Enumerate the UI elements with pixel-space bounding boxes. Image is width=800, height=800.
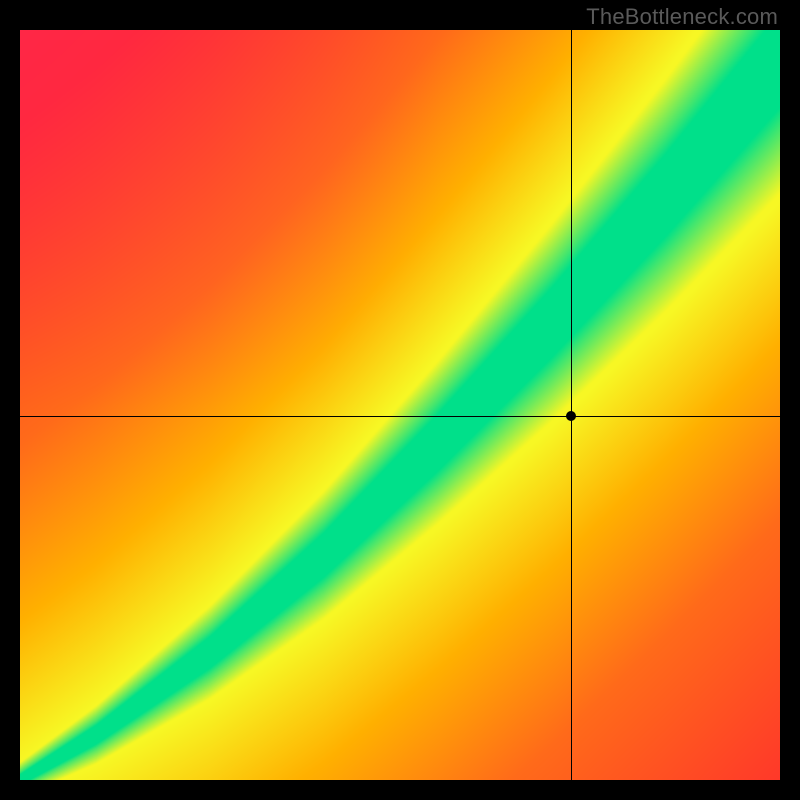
heatmap-canvas: [20, 30, 780, 780]
crosshair-vertical: [571, 30, 572, 780]
heatmap-plot-area: [20, 30, 780, 780]
chart-container: TheBottleneck.com: [0, 0, 800, 800]
watermark-text: TheBottleneck.com: [586, 4, 778, 30]
crosshair-horizontal: [20, 416, 780, 417]
